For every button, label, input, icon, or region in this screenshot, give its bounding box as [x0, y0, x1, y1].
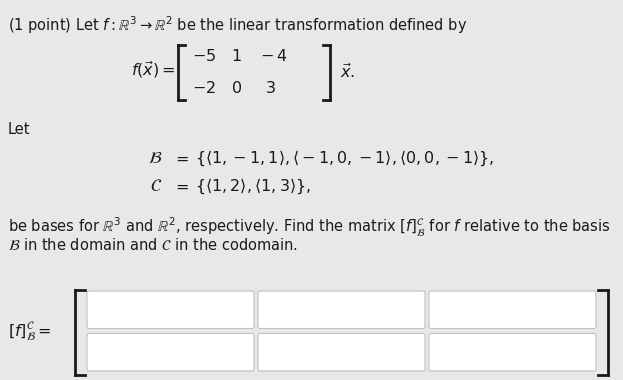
FancyBboxPatch shape [429, 291, 596, 328]
FancyBboxPatch shape [87, 334, 254, 371]
Text: $-5\quad 1\quad -4$: $-5\quad 1\quad -4$ [192, 48, 288, 64]
Text: be bases for $\mathbb{R}^3$ and $\mathbb{R}^2$, respectively. Find the matrix $[: be bases for $\mathbb{R}^3$ and $\mathbb… [8, 216, 611, 239]
Text: $=$: $=$ [172, 150, 189, 166]
Text: $\vec{x}.$: $\vec{x}.$ [340, 63, 355, 81]
FancyBboxPatch shape [87, 291, 254, 328]
Text: $[f]^{\mathcal{C}}_{\mathcal{B}} = $: $[f]^{\mathcal{C}}_{\mathcal{B}} = $ [8, 321, 52, 343]
Text: $-2\quad 0\quad\;\; 3$: $-2\quad 0\quad\;\; 3$ [192, 80, 277, 96]
FancyBboxPatch shape [258, 334, 425, 371]
FancyBboxPatch shape [429, 334, 596, 371]
Text: $\{\langle 1,-1,1\rangle, \langle -1,0,-1\rangle, \langle 0,0,-1\rangle\},$: $\{\langle 1,-1,1\rangle, \langle -1,0,-… [195, 148, 494, 168]
Text: $f(\vec{x}) = $: $f(\vec{x}) = $ [131, 60, 175, 80]
Text: $\mathcal{B}$: $\mathcal{B}$ [148, 149, 162, 167]
Text: $\{\langle 1,2\rangle, \langle 1,3\rangle\},$: $\{\langle 1,2\rangle, \langle 1,3\rangl… [195, 176, 311, 196]
Text: (1 point) Let $f : \mathbb{R}^3 \rightarrow \mathbb{R}^2$ be the linear transfor: (1 point) Let $f : \mathbb{R}^3 \rightar… [8, 14, 467, 36]
Text: Let: Let [8, 122, 31, 137]
Text: $\mathcal{B}$ in the domain and $\mathcal{C}$ in the codomain.: $\mathcal{B}$ in the domain and $\mathca… [8, 237, 298, 253]
Text: $=$: $=$ [172, 179, 189, 193]
Text: $\mathcal{C}$: $\mathcal{C}$ [150, 177, 162, 195]
FancyBboxPatch shape [258, 291, 425, 328]
